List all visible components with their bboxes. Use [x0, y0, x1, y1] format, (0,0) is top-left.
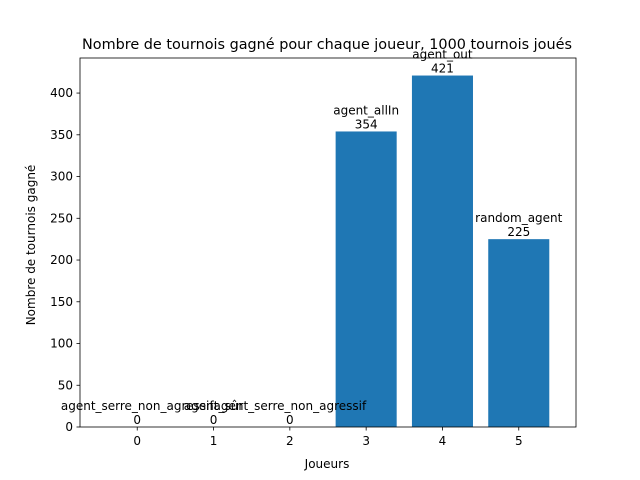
y-tick-label-3: 150: [50, 295, 73, 309]
y-tick-label-0: 0: [65, 420, 73, 434]
x-axis: 0 1 2 3 4 5: [133, 427, 523, 448]
y-tick-label-5: 250: [50, 211, 73, 225]
bar-4: [411, 75, 473, 427]
x-tick-label-5: 5: [515, 434, 523, 448]
x-tick-label-1: 1: [210, 434, 218, 448]
bars-group: [335, 75, 550, 427]
y-tick-label-2: 100: [50, 337, 73, 351]
bar-5: [488, 239, 550, 427]
bar-name-label-5: random_agent: [475, 211, 563, 225]
bar-name-label-2: agent_serre_non_agressif: [213, 399, 366, 413]
bar-value-label-1: 0: [210, 413, 218, 427]
y-tick-label-4: 200: [50, 253, 73, 267]
y-tick-label-7: 350: [50, 128, 73, 142]
y-tick-label-6: 300: [50, 170, 73, 184]
y-axis: 0 50 100 150 200 250 300 350 400: [50, 86, 80, 434]
bar-3: [335, 131, 397, 427]
x-tick-label-2: 2: [286, 434, 294, 448]
y-axis-label: Nombre de tournois gagné: [24, 165, 38, 326]
y-tick-label-8: 400: [50, 86, 73, 100]
bar-name-label-4: agent_out: [412, 48, 473, 62]
x-axis-label: Joueurs: [304, 457, 350, 471]
bar-value-label-2: 0: [286, 413, 294, 427]
x-tick-label-4: 4: [439, 434, 447, 448]
x-tick-label-0: 0: [133, 434, 141, 448]
bar-name-label-1: agent_sûr: [184, 399, 244, 413]
y-tick-label-1: 50: [58, 378, 73, 392]
bar-value-label-0: 0: [133, 413, 141, 427]
bar-value-label-5: 225: [507, 225, 530, 239]
bar-value-label-4: 421: [431, 62, 454, 76]
bar-name-label-0: agent_serre_non_agressif: [61, 399, 214, 413]
x-tick-label-3: 3: [362, 434, 370, 448]
bar-value-label-3: 354: [355, 117, 378, 131]
chart-title: Nombre de tournois gagné pour chaque jou…: [82, 37, 572, 53]
bar-name-label-3: agent_allIn: [333, 103, 399, 117]
plot-frame: [79, 57, 577, 428]
